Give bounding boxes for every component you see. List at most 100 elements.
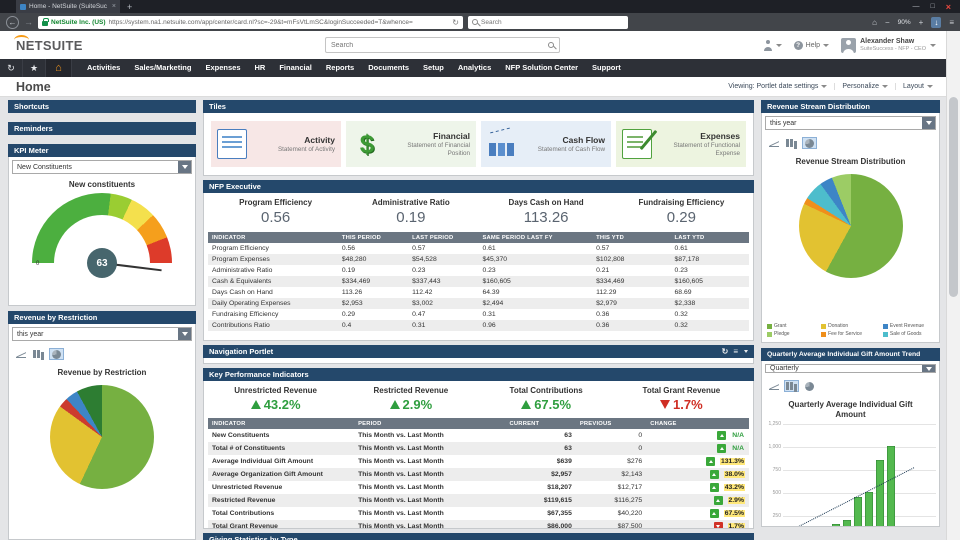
menu-icon[interactable]: ≡ bbox=[949, 18, 954, 27]
line-chart-icon[interactable] bbox=[766, 380, 781, 392]
revenue-restriction-select[interactable]: this year bbox=[12, 327, 192, 341]
nfp-executive-header[interactable]: NFP Executive bbox=[203, 180, 754, 193]
tile[interactable]: Activity Statement of Activity bbox=[211, 121, 341, 167]
pie-chart-icon[interactable] bbox=[49, 348, 64, 360]
nav-menu-item[interactable]: Documents bbox=[361, 59, 416, 77]
table-row[interactable]: New Constituents This Month vs. Last Mon… bbox=[208, 429, 749, 442]
address-bar[interactable]: NetSuite Inc. (US) https://system.na1.ne… bbox=[38, 16, 463, 29]
column-header[interactable]: Last YTD bbox=[671, 232, 749, 243]
window-minimize-button[interactable]: — bbox=[913, 3, 920, 10]
nav-menu-item[interactable]: Setup bbox=[416, 59, 451, 77]
home-tab-icon[interactable]: ⌂ bbox=[46, 59, 72, 77]
scrollbar-thumb[interactable] bbox=[949, 97, 958, 297]
nav-menu-item[interactable]: Sales/Marketing bbox=[127, 59, 198, 77]
table-row[interactable]: Cash & Equivalents $334,469 $337,443 $16… bbox=[208, 276, 749, 287]
column-header[interactable]: This YTD bbox=[592, 232, 670, 243]
nav-menu-item[interactable]: Expenses bbox=[198, 59, 247, 77]
table-row[interactable]: Fundraising Efficiency 0.29 0.47 0.31 0.… bbox=[208, 309, 749, 320]
column-header[interactable]: Change bbox=[646, 418, 749, 429]
viewing-settings-link[interactable]: Viewing: Portlet date settings bbox=[721, 83, 834, 90]
dropdown-caret-icon[interactable] bbox=[178, 161, 191, 173]
user-menu[interactable]: Alexander Shaw SuiteSuccess - NFP - CEO bbox=[841, 38, 936, 53]
browser-search-input[interactable] bbox=[481, 19, 624, 26]
tiles-header[interactable]: Tiles bbox=[203, 100, 754, 113]
dropdown-caret-icon[interactable] bbox=[178, 328, 191, 340]
bar-chart-icon[interactable] bbox=[31, 348, 46, 360]
column-header[interactable]: Period bbox=[354, 418, 505, 429]
browser-search[interactable] bbox=[468, 16, 628, 29]
download-icon[interactable]: ↓ bbox=[931, 17, 941, 28]
nav-menu-item[interactable]: NFP Solution Center bbox=[498, 59, 585, 77]
table-row[interactable]: Program Expenses $48,280 $54,528 $45,370… bbox=[208, 254, 749, 265]
tile[interactable]: Cash Flow Statement of Cash Flow bbox=[481, 121, 611, 167]
bar-chart-icon[interactable] bbox=[784, 380, 799, 392]
line-chart-icon[interactable] bbox=[13, 348, 28, 360]
table-row[interactable]: Program Efficiency 0.56 0.57 0.61 0.57 0… bbox=[208, 243, 749, 254]
zoom-level[interactable]: 90% bbox=[898, 19, 911, 26]
zoom-out-button[interactable]: − bbox=[885, 18, 890, 27]
table-row[interactable]: Total # of Constituents This Month vs. L… bbox=[208, 442, 749, 455]
table-row[interactable]: Days Cash on Hand 113.26 112.42 64.39 11… bbox=[208, 287, 749, 298]
revenue-by-restriction-header[interactable]: Revenue by Restriction bbox=[8, 311, 196, 324]
column-header[interactable]: Indicator bbox=[208, 418, 354, 429]
dropdown-caret-icon[interactable] bbox=[922, 117, 935, 129]
column-header[interactable]: This Period bbox=[338, 232, 408, 243]
new-tab-button[interactable]: + bbox=[127, 2, 132, 12]
global-search[interactable] bbox=[325, 37, 560, 53]
nav-menu-item[interactable]: Financial bbox=[272, 59, 319, 77]
table-row[interactable]: Contributions Ratio 0.4 0.31 0.96 0.36 0… bbox=[208, 320, 749, 331]
home-icon[interactable]: ⌂ bbox=[872, 18, 877, 27]
pie-chart-icon[interactable] bbox=[802, 137, 817, 149]
layout-link[interactable]: Layout bbox=[895, 83, 940, 90]
window-close-button[interactable]: × bbox=[946, 2, 951, 12]
kpi-meter-select[interactable]: New Constituents bbox=[12, 160, 192, 174]
table-row[interactable]: Average Individual Gift Amount This Mont… bbox=[208, 455, 749, 468]
shortcuts-star-icon[interactable]: ★ bbox=[23, 59, 46, 77]
revenue-stream-select[interactable]: this year bbox=[765, 116, 936, 130]
reminders-header[interactable]: Reminders bbox=[8, 122, 196, 135]
kpi-meter-header[interactable]: KPI Meter bbox=[8, 144, 196, 157]
column-header[interactable]: Previous bbox=[576, 418, 646, 429]
column-header[interactable]: Indicator bbox=[208, 232, 338, 243]
shortcuts-header[interactable]: Shortcuts bbox=[8, 100, 196, 113]
table-row[interactable]: Daily Operating Expenses $2,953 $3,002 $… bbox=[208, 298, 749, 309]
nav-menu-item[interactable]: Support bbox=[585, 59, 628, 77]
add-user-menu[interactable] bbox=[763, 40, 782, 51]
column-header[interactable]: Last Period bbox=[408, 232, 478, 243]
table-row[interactable]: Administrative Ratio 0.19 0.23 0.23 0.21… bbox=[208, 265, 749, 276]
netsuite-logo[interactable]: NETSUITE bbox=[16, 38, 83, 53]
table-row[interactable]: Total Grant Revenue This Month vs. Last … bbox=[208, 520, 749, 529]
gift-trend-header[interactable]: Quarterly Average Individual Gift Amount… bbox=[761, 348, 940, 361]
global-search-input[interactable] bbox=[331, 42, 544, 49]
giving-statistics-header[interactable]: Giving Statistics by Type bbox=[203, 533, 754, 540]
nav-menu-item[interactable]: Activities bbox=[80, 59, 127, 77]
tile[interactable]: Expenses Statement of Functional Expense bbox=[616, 121, 746, 167]
dropdown-caret-icon[interactable] bbox=[922, 365, 935, 372]
gift-trend-select[interactable]: Quarterly bbox=[765, 364, 936, 373]
forward-button[interactable]: → bbox=[24, 17, 33, 27]
bar-chart-icon[interactable] bbox=[784, 137, 799, 149]
navigation-portlet-header[interactable]: Navigation Portlet ↻ ≡ bbox=[203, 345, 754, 358]
refresh-icon[interactable]: ↻ bbox=[722, 347, 729, 356]
nav-menu-item[interactable]: Analytics bbox=[451, 59, 498, 77]
revenue-stream-header[interactable]: Revenue Stream Distribution bbox=[761, 100, 940, 113]
line-chart-icon[interactable] bbox=[766, 137, 781, 149]
kpi-header[interactable]: Key Performance Indicators bbox=[203, 368, 754, 381]
recent-records-icon[interactable]: ↻ bbox=[0, 59, 23, 77]
help-menu[interactable]: ? Help bbox=[794, 41, 829, 50]
table-row[interactable]: Average Organization Gift Amount This Mo… bbox=[208, 468, 749, 481]
tile[interactable]: Financial Statement of Financial Positio… bbox=[346, 121, 476, 167]
tab-close-icon[interactable]: × bbox=[112, 3, 116, 10]
pie-chart-icon[interactable] bbox=[802, 380, 817, 392]
window-maximize-button[interactable]: □ bbox=[931, 3, 935, 10]
column-header[interactable]: Current bbox=[506, 418, 576, 429]
nav-menu-item[interactable]: HR bbox=[248, 59, 273, 77]
column-header[interactable]: Same Period Last FY bbox=[478, 232, 592, 243]
nav-menu-item[interactable]: Reports bbox=[319, 59, 361, 77]
personalize-link[interactable]: Personalize bbox=[834, 83, 895, 90]
table-row[interactable]: Restricted Revenue This Month vs. Last M… bbox=[208, 494, 749, 507]
table-row[interactable]: Unrestricted Revenue This Month vs. Last… bbox=[208, 481, 749, 494]
reload-icon[interactable]: ↻ bbox=[452, 18, 459, 27]
table-row[interactable]: Total Contributions This Month vs. Last … bbox=[208, 507, 749, 520]
browser-tab[interactable]: Home - NetSuite (SuiteSuc × bbox=[16, 0, 120, 13]
